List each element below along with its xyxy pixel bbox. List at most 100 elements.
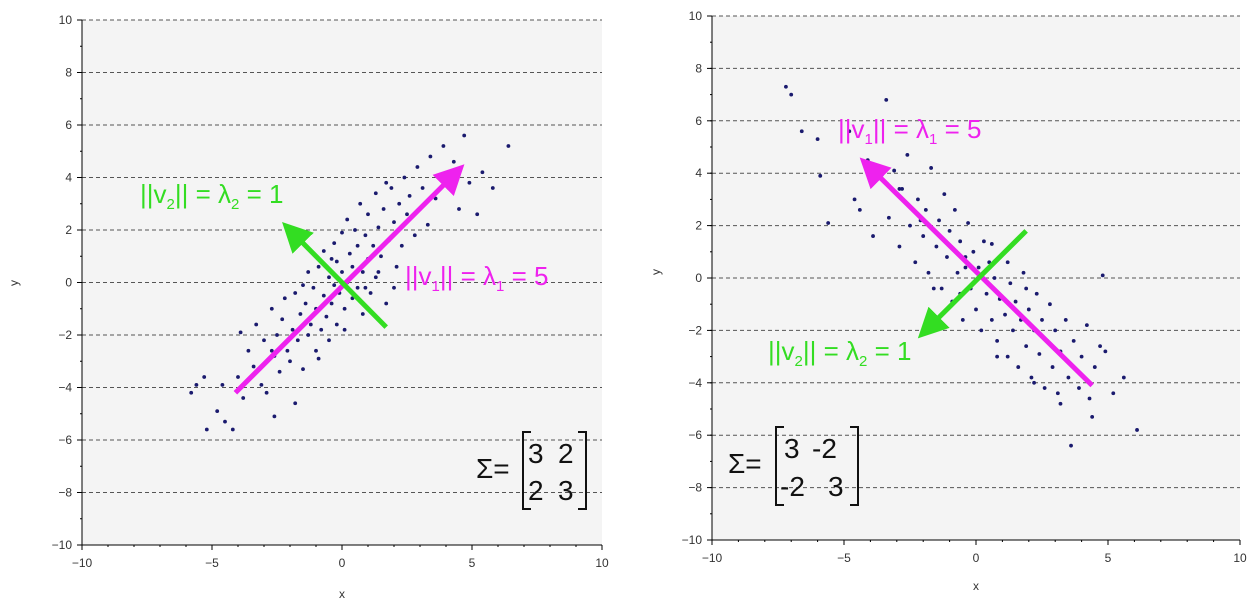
data-point	[264, 390, 269, 395]
y-tick-label: 8	[65, 66, 72, 80]
left-sigma: Σ=	[476, 453, 510, 484]
left-v1-label: ||v1|| = λ1 = 5	[405, 261, 548, 295]
data-point	[425, 222, 430, 227]
data-point	[363, 285, 368, 290]
data-point	[394, 264, 399, 269]
right-axes	[707, 15, 1241, 545]
data-point	[992, 276, 997, 280]
data-point	[852, 197, 857, 202]
data-point	[392, 220, 396, 225]
data-point	[342, 306, 347, 311]
data-point	[371, 243, 376, 248]
left-y-axis-label: y	[7, 280, 21, 286]
data-point	[269, 348, 274, 353]
right-matrix-cell: 3	[784, 433, 800, 464]
data-point	[1087, 396, 1092, 401]
data-point	[1021, 270, 1026, 275]
data-point	[254, 322, 259, 327]
y-tick-label: 6	[65, 118, 72, 132]
data-point	[1016, 365, 1021, 369]
data-point	[259, 382, 264, 387]
data-point	[897, 244, 902, 249]
data-point	[1055, 391, 1060, 396]
data-point	[360, 312, 365, 316]
left-v2-label: ||v2|| = λ2 = 1	[140, 179, 283, 213]
x-tick-label: 5	[469, 556, 476, 570]
left-vectors	[233, 164, 465, 395]
y-tick-label: 8	[695, 61, 702, 75]
data-point	[329, 256, 334, 261]
data-point	[358, 201, 363, 206]
data-point	[989, 318, 994, 322]
data-point	[937, 218, 941, 223]
data-point	[407, 193, 412, 198]
data-point	[246, 348, 251, 353]
y-tick-label: 2	[65, 223, 72, 237]
data-point	[301, 283, 305, 288]
data-point	[955, 270, 960, 275]
data-point	[462, 133, 467, 138]
data-point	[379, 254, 383, 259]
x-tick-label: −10	[72, 556, 93, 570]
data-point	[945, 255, 949, 259]
data-point	[1135, 428, 1139, 432]
left-bracket-close	[578, 431, 587, 510]
data-point	[892, 168, 897, 173]
data-point	[1024, 286, 1029, 291]
data-point	[204, 427, 209, 432]
data-point	[931, 286, 936, 291]
left-matrix-cell: 2	[558, 438, 574, 469]
data-point	[405, 212, 409, 217]
data-point	[353, 228, 357, 232]
y-tick-label: −4	[688, 376, 702, 390]
data-point	[857, 207, 862, 212]
data-point	[1008, 281, 1013, 286]
data-point	[467, 180, 472, 185]
data-point	[303, 301, 308, 306]
right-tick-labels: −10 −8 −6 −4 −2 0 2 4 6 8 10 −10 −5 0 5 10	[682, 9, 1247, 565]
data-point	[316, 264, 321, 269]
data-point	[230, 427, 235, 432]
data-point	[995, 338, 1000, 343]
data-point	[324, 314, 329, 319]
data-point	[298, 312, 303, 316]
data-point	[350, 264, 355, 269]
data-point	[921, 234, 926, 238]
data-point	[332, 283, 337, 288]
data-point	[865, 158, 870, 163]
data-point	[934, 244, 939, 249]
data-point	[958, 239, 963, 244]
data-point	[397, 201, 402, 206]
data-point	[384, 180, 389, 185]
data-point	[1042, 386, 1047, 390]
data-point	[905, 152, 910, 157]
data-point	[368, 291, 373, 295]
data-point	[334, 259, 339, 264]
y-tick-label: −6	[58, 433, 72, 447]
data-point	[490, 186, 495, 190]
data-point	[908, 223, 912, 228]
right-y-axis-label: y	[649, 269, 663, 275]
data-point	[1026, 307, 1031, 312]
data-point	[381, 207, 386, 211]
data-point	[334, 322, 339, 327]
data-point	[282, 296, 287, 301]
data-point	[308, 322, 313, 327]
data-point	[1005, 354, 1010, 359]
v2-eigenvector-arrow	[917, 229, 1028, 339]
data-point	[982, 239, 986, 244]
data-point	[290, 327, 295, 332]
data-point	[340, 230, 344, 235]
data-point	[236, 375, 240, 379]
data-point	[311, 285, 316, 290]
left-matrix-cell: 3	[528, 438, 544, 469]
data-point	[506, 144, 511, 148]
data-point	[1103, 349, 1108, 354]
data-point	[441, 144, 446, 148]
data-point	[402, 175, 407, 180]
right-grid	[712, 15, 1240, 489]
left-bracket-open	[522, 431, 531, 510]
data-point	[202, 375, 207, 379]
data-point	[974, 307, 978, 312]
